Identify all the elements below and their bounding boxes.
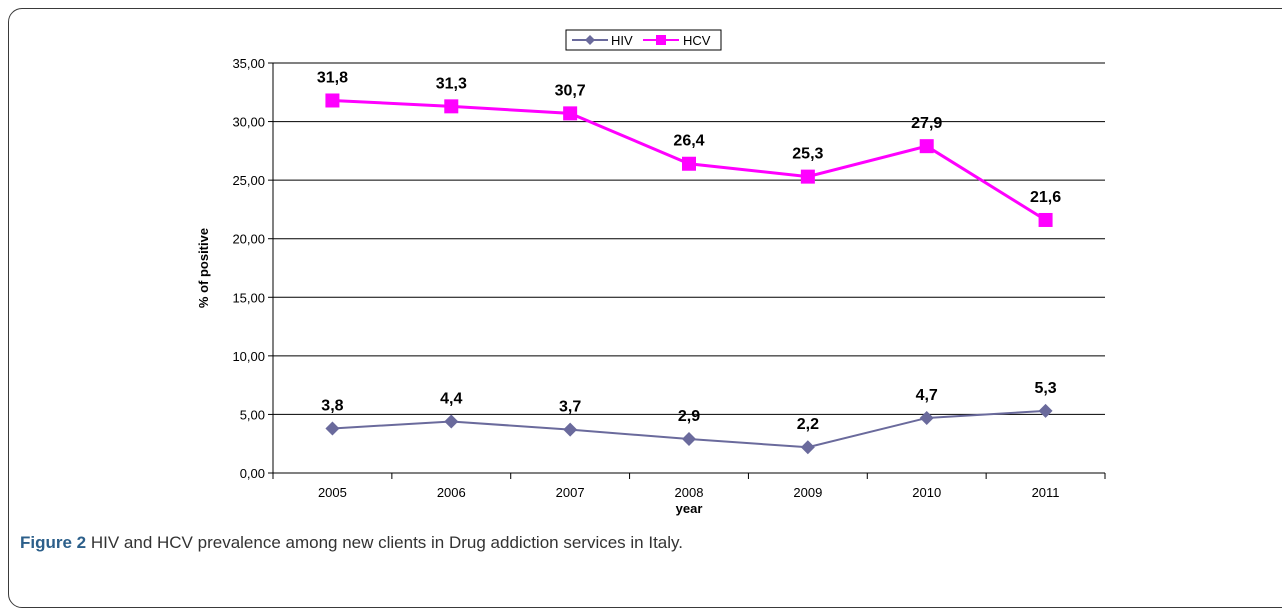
y-tick-label: 10,00 bbox=[232, 349, 265, 364]
x-tick-label: 2009 bbox=[793, 485, 822, 500]
hiv-point bbox=[444, 414, 459, 429]
y-tick-label: 0,00 bbox=[240, 466, 265, 481]
data-labels: 3,8 4,4 3,7 2,9 2,2 4,7 5,3 31,8 31,3 30,7 26,4 25,… bbox=[317, 69, 1061, 433]
y-tick-label: 15,00 bbox=[232, 290, 265, 305]
hiv-data-label: 3,7 bbox=[559, 399, 581, 416]
x-tick-label: 2011 bbox=[1032, 485, 1060, 500]
hiv-point bbox=[563, 422, 578, 437]
hiv-data-label: 2,9 bbox=[678, 408, 700, 425]
hiv-data-label: 2,2 bbox=[797, 416, 819, 433]
hiv-data-label: 5,3 bbox=[1034, 380, 1056, 397]
hcv-point bbox=[325, 93, 340, 108]
legend-hcv-marker bbox=[656, 35, 666, 45]
y-tick-label: 30,00 bbox=[232, 115, 265, 130]
hcv-data-label: 25,3 bbox=[792, 146, 823, 163]
line-chart: 0,00 5,00 10,00 15,00 20,00 25,00 30,00 35,00 20… bbox=[196, 29, 1106, 516]
caption-text: HIV and HCV prevalence among new clients… bbox=[90, 533, 683, 552]
gridlines bbox=[273, 62, 1105, 415]
caption-label: Figure 2 bbox=[20, 533, 87, 552]
hcv-point bbox=[444, 99, 459, 114]
legend-hcv-label: HCV bbox=[683, 33, 711, 48]
hcv-data-label: 31,8 bbox=[317, 69, 348, 86]
hiv-data-label: 4,7 bbox=[916, 387, 938, 404]
axes: 0,00 5,00 10,00 15,00 20,00 25,00 30,00 35,00 20… bbox=[232, 56, 1106, 500]
legend-hiv-label: HIV bbox=[611, 33, 633, 48]
legend-hiv-marker bbox=[585, 35, 595, 45]
figure-caption: Figure 2 HIV and HCV prevalence among ne… bbox=[20, 533, 683, 553]
hcv-data-label: 21,6 bbox=[1030, 189, 1061, 206]
hcv-point bbox=[800, 169, 815, 184]
hcv-data-label: 26,4 bbox=[673, 133, 704, 150]
x-tick-label: 2010 bbox=[912, 485, 941, 500]
hcv-data-label: 30,7 bbox=[555, 82, 586, 99]
hiv-point bbox=[1038, 403, 1053, 418]
series bbox=[325, 93, 1053, 455]
y-tick-label: 35,00 bbox=[232, 56, 265, 71]
x-tick-label: 2008 bbox=[675, 485, 704, 500]
x-tick-label: 2005 bbox=[318, 485, 347, 500]
y-tick-label: 20,00 bbox=[232, 232, 265, 247]
hcv-data-label: 31,3 bbox=[436, 75, 467, 92]
hiv-data-label: 3,8 bbox=[321, 397, 343, 414]
hiv-point bbox=[325, 421, 340, 436]
hiv-data-label: 4,4 bbox=[440, 390, 462, 407]
hcv-point bbox=[682, 156, 696, 171]
hiv-point bbox=[919, 410, 934, 425]
y-tick-label: 5,00 bbox=[240, 407, 265, 422]
legend: HIV HCV bbox=[565, 29, 722, 51]
hiv-point bbox=[682, 432, 696, 447]
hiv-point bbox=[800, 440, 815, 455]
hcv-point bbox=[563, 106, 578, 121]
hcv-point bbox=[1038, 212, 1053, 227]
y-tick-label: 25,00 bbox=[232, 173, 265, 188]
x-axis-title: year bbox=[676, 501, 703, 516]
hcv-point bbox=[919, 139, 934, 154]
x-tick-label: 2006 bbox=[437, 485, 466, 500]
y-axis-title: % of positive bbox=[196, 228, 211, 308]
x-tick-label: 2007 bbox=[556, 485, 585, 500]
hcv-data-label: 27,9 bbox=[911, 115, 942, 132]
